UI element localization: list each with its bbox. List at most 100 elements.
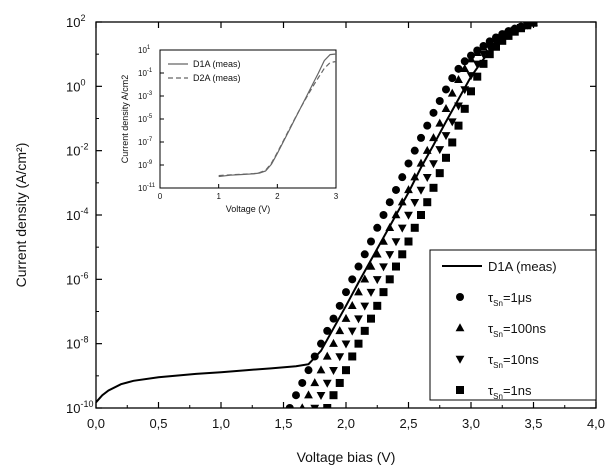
main-series-marker (372, 249, 382, 258)
main-series-marker (392, 262, 400, 271)
main-series-marker (341, 313, 351, 322)
main-series-marker (310, 404, 320, 408)
main-series-marker (416, 158, 426, 167)
inset-y-tick-label: 10-1 (138, 68, 153, 78)
main-series-marker (342, 288, 350, 297)
inset-series-line-1 (218, 60, 336, 177)
inset-y-tick-base: 10 (138, 46, 147, 55)
main-y-tick-base: 10 (66, 79, 80, 94)
main-y-tick-base: 10 (66, 144, 80, 159)
main-series-4 (323, 22, 538, 408)
inset-y-tick-exp: -1 (147, 68, 153, 74)
main-series-marker (435, 96, 444, 105)
main-y-tick-base: 10 (66, 337, 80, 352)
main-series-marker (316, 365, 326, 374)
main-y-tick-label: 100 (66, 77, 85, 94)
main-series-marker (417, 133, 425, 142)
main-series-marker (342, 366, 350, 375)
main-x-tick-label: 2,0 (337, 416, 355, 431)
main-series-marker (454, 74, 463, 83)
main-series-marker (435, 146, 445, 155)
main-series-marker (410, 223, 419, 232)
main-x-tick-label: 1,5 (274, 416, 292, 431)
inset-x-tick-label: 1 (216, 192, 221, 201)
inset-axes: 0 1 2 310-1110-910-710-510-310-1101Voltage … (120, 45, 339, 214)
inset-plot-frame (159, 49, 337, 189)
main-y-tick-base: 10 (66, 401, 80, 416)
legend-entry-label: τSn=1ns (488, 383, 532, 401)
main-series-marker (398, 173, 407, 182)
main-series-marker (391, 238, 401, 247)
main-series-marker (322, 351, 332, 360)
main-y-tick-base: 10 (66, 208, 80, 223)
legend-entry-label: τSn=1μs (488, 290, 532, 308)
main-series-marker (442, 153, 450, 162)
main-y-tick-label: 10-6 (66, 270, 88, 287)
main-y-tick-label: 10-10 (66, 399, 93, 416)
main-series-marker (460, 64, 470, 73)
main-series-marker (498, 36, 507, 45)
main-series-marker (335, 353, 345, 362)
inset-y-tick-exp: -11 (147, 183, 156, 189)
main-y-tick-exp: -10 (80, 399, 93, 409)
main-series-marker (410, 198, 420, 207)
main-series-marker (316, 391, 326, 400)
main-series-marker (529, 22, 538, 27)
main-series-marker (335, 378, 344, 387)
main-series-marker (335, 301, 344, 310)
main-series-marker (460, 86, 470, 95)
inset-y-tick-base: 10 (138, 184, 147, 193)
inset-x-tick-label: 3 (334, 192, 339, 201)
inset-y-tick-base: 10 (138, 138, 147, 147)
main-legend: D1A (meas)τSn=1μsτSn=100nsτSn=10nsτSn=1n… (429, 249, 597, 401)
legend-sub: Sn (493, 299, 503, 308)
main-series-marker (379, 211, 388, 219)
main-y-tick-exp: -8 (80, 335, 88, 345)
main-series-marker (441, 132, 451, 141)
main-series-marker (373, 301, 382, 310)
main-legend-box (429, 249, 597, 401)
inset-x-tick-label: 0 (158, 192, 163, 201)
main-series-marker (523, 22, 532, 30)
main-series-marker (423, 121, 432, 130)
inset-y-tick-base: 10 (138, 161, 147, 170)
main-x-tick-label: 3,5 (524, 416, 542, 431)
legend-sub: Sn (493, 392, 503, 401)
main-y-tick-base: 10 (66, 15, 80, 30)
inset-y-tick-label: 101 (138, 45, 151, 55)
main-series-marker (385, 223, 395, 232)
legend-value: =10ns (503, 352, 539, 367)
main-series-marker (417, 211, 425, 219)
main-series-marker (385, 198, 394, 207)
legend-swatch-marker (455, 355, 465, 364)
inset-y-tick-exp: 1 (147, 45, 151, 51)
main-y-tick-label: 102 (66, 13, 85, 30)
inset-legend-label: D1A (meas) (193, 59, 241, 69)
main-x-tick-label: 2,5 (399, 416, 417, 431)
main-series-marker (329, 314, 338, 323)
inset-y-tick-label: 10-5 (138, 114, 153, 124)
legend-sub: Sn (493, 330, 503, 339)
main-series-marker (348, 275, 357, 284)
legend-sub: Sn (493, 361, 503, 370)
main-series-marker (441, 104, 451, 113)
main-y-tick-label: 10-2 (66, 142, 88, 159)
main-series-marker (404, 185, 413, 194)
main-series-marker (435, 169, 444, 178)
main-series-marker (391, 210, 401, 219)
main-series-marker (398, 250, 407, 259)
main-series-marker (329, 366, 338, 375)
main-series-marker (479, 42, 488, 51)
main-series-marker (467, 87, 475, 96)
main-axes: 0,0 0,5 1,0 1,5 2,0 2,5 3,0 3,5 4,010-1010-810-6… (13, 13, 605, 465)
main-plot-area (96, 22, 538, 408)
main-series-marker (392, 185, 400, 194)
main-series-marker (397, 224, 407, 233)
legend-tau: τ (488, 321, 494, 336)
main-series-marker (448, 74, 457, 83)
legend-value: =1μs (503, 290, 532, 305)
main-series-marker (460, 104, 469, 113)
main-y-tick-label: 10-4 (66, 206, 88, 223)
inset-plot-area (218, 53, 336, 178)
main-series-marker (373, 223, 382, 232)
